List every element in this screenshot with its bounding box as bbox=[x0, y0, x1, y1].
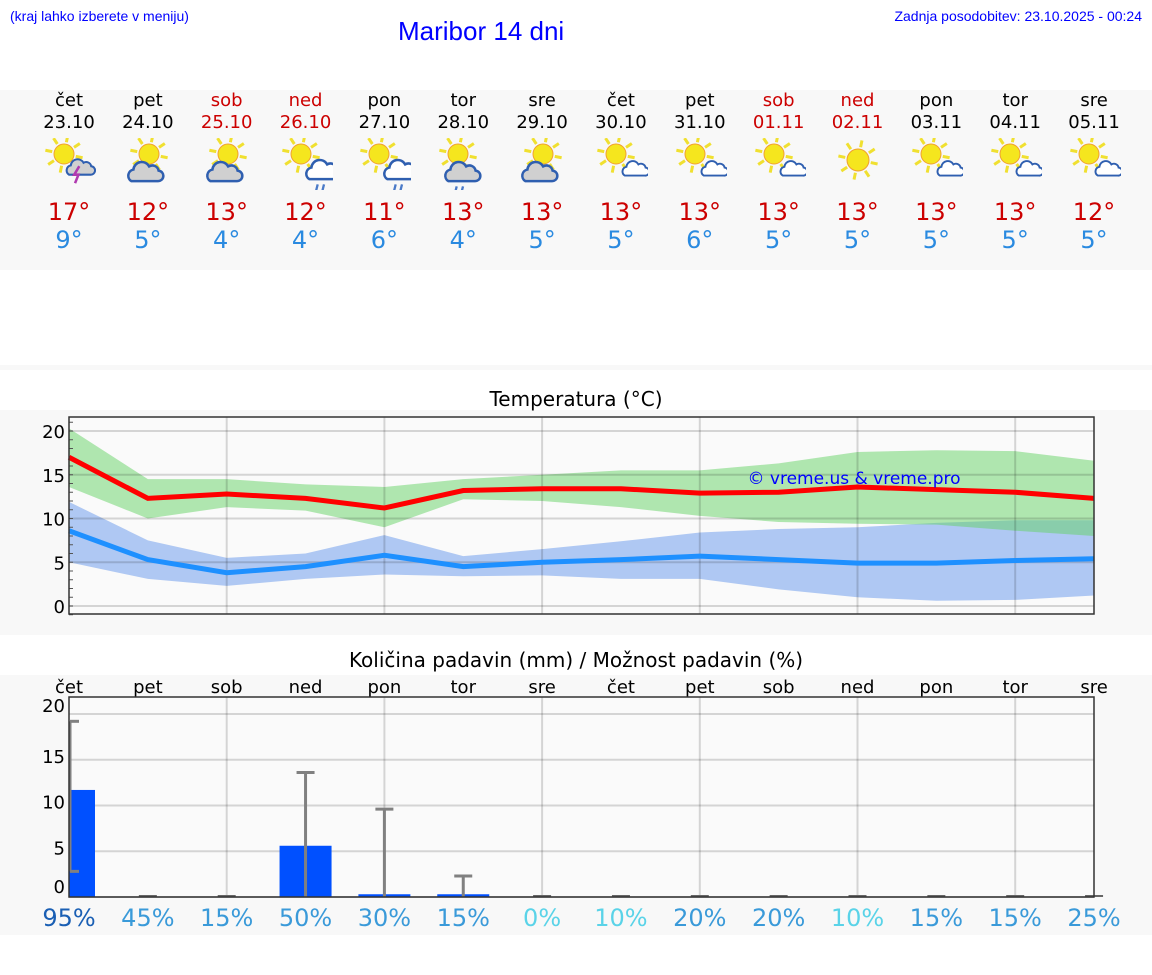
min-temp: 9° bbox=[55, 226, 83, 254]
day-column: sob 01.11 13° 5° bbox=[740, 90, 818, 254]
day-name: sre bbox=[1080, 90, 1108, 111]
max-temp: 13° bbox=[836, 198, 879, 226]
max-temp: 13° bbox=[599, 198, 643, 226]
last-updated: Zadnja posodobitev: 23.10.2025 - 00:24 bbox=[894, 8, 1142, 24]
day-date: 27.10 bbox=[358, 112, 411, 133]
day-name: pon bbox=[367, 90, 402, 111]
day-column: čet 30.10 13° 5° bbox=[582, 90, 660, 254]
day-date: 01.11 bbox=[752, 112, 805, 133]
temperature-panel bbox=[0, 410, 1152, 635]
day-column: pet 31.10 13° 6° bbox=[661, 90, 739, 254]
day-name: tor bbox=[1002, 90, 1028, 111]
day-name: sre bbox=[528, 90, 556, 111]
sun-icon bbox=[837, 140, 878, 180]
daily-forecast-strip: čet 23.10 17° 9° pet 24.10 12° 5° sob 25.10 13° 4° n… bbox=[0, 90, 1152, 270]
min-temp: 5° bbox=[765, 226, 793, 254]
max-temp: 13° bbox=[441, 198, 485, 226]
sun-cloud-icon bbox=[126, 138, 168, 183]
day-date: 05.11 bbox=[1068, 112, 1120, 133]
sun-small-cloud-icon bbox=[597, 138, 648, 177]
day-name: ned bbox=[840, 90, 875, 111]
day-name: ned bbox=[288, 90, 323, 111]
day-column: ned 26.10 12° 4° bbox=[267, 90, 345, 254]
day-date: 02.11 bbox=[831, 112, 884, 133]
day-date: 23.10 bbox=[43, 112, 95, 133]
day-column: tor 28.10 13° 4° bbox=[424, 90, 502, 254]
max-temp: 12° bbox=[284, 198, 327, 226]
day-name: čet bbox=[606, 90, 635, 111]
day-column: pon 03.11 13° 5° bbox=[897, 90, 975, 254]
day-column: pet 24.10 12° 5° bbox=[109, 90, 187, 254]
day-date: 24.10 bbox=[122, 112, 174, 133]
day-name: sob bbox=[210, 90, 243, 111]
min-temp: 4° bbox=[291, 226, 320, 254]
min-temp: 5° bbox=[134, 226, 162, 254]
min-temp: 5° bbox=[1001, 226, 1029, 254]
day-name: tor bbox=[450, 90, 476, 111]
sun-small-cloud-icon bbox=[912, 138, 964, 177]
max-temp: 17° bbox=[47, 198, 91, 226]
min-temp: 5° bbox=[528, 226, 556, 254]
day-column: sre 29.10 13° 5° bbox=[503, 90, 581, 254]
sun-cloud-icon bbox=[521, 138, 563, 183]
max-temp: 13° bbox=[678, 198, 722, 226]
day-date: 28.10 bbox=[437, 112, 490, 133]
sun-small-cloud-icon bbox=[991, 138, 1043, 177]
day-date: 26.10 bbox=[279, 112, 332, 133]
day-column: pon 27.10 11° 6° bbox=[345, 90, 423, 254]
max-temp: 12° bbox=[1072, 198, 1116, 226]
sun-small-cloud-icon bbox=[1070, 138, 1122, 177]
sun-thunderstorm-icon bbox=[45, 138, 96, 184]
max-temp: 13° bbox=[993, 198, 1037, 226]
day-column: ned 02.11 13° 5° bbox=[819, 90, 897, 254]
day-name: čet bbox=[54, 90, 84, 111]
day-date: 25.10 bbox=[200, 112, 253, 133]
day-name: sob bbox=[762, 90, 795, 111]
min-temp: 5° bbox=[607, 226, 635, 254]
day-name: pon bbox=[919, 90, 954, 111]
sun-grey-cloud-rain-icon bbox=[439, 138, 482, 190]
precipitation-panel bbox=[0, 675, 1152, 935]
temperature-chart-title: Temperatura (°C) bbox=[489, 387, 663, 411]
max-temp: 13° bbox=[915, 198, 958, 226]
min-temp: 4° bbox=[213, 226, 241, 254]
min-temp: 5° bbox=[922, 226, 950, 254]
sun-cloud-rain-icon bbox=[281, 138, 333, 190]
min-temp: 5° bbox=[1080, 226, 1108, 254]
day-name: pet bbox=[133, 90, 163, 111]
day-column: čet 23.10 17° 9° bbox=[30, 90, 108, 254]
day-date: 30.10 bbox=[595, 112, 647, 133]
max-temp: 11° bbox=[363, 198, 406, 226]
sun-small-cloud-icon bbox=[754, 138, 806, 177]
sun-cloud-icon bbox=[205, 138, 247, 183]
day-date: 03.11 bbox=[910, 112, 963, 133]
day-column: sob 25.10 13° 4° bbox=[188, 90, 266, 254]
min-temp: 5° bbox=[843, 226, 872, 254]
max-temp: 13° bbox=[520, 198, 564, 226]
day-date: 29.10 bbox=[516, 112, 568, 133]
min-temp: 6° bbox=[686, 226, 714, 254]
precipitation-chart-title: Količina padavin (mm) / Možnost padavin … bbox=[348, 648, 804, 672]
max-temp: 13° bbox=[205, 198, 248, 226]
day-column: tor 04.11 13° 5° bbox=[976, 90, 1054, 254]
location-hint: (kraj lahko izberete v meniju) bbox=[10, 8, 189, 24]
min-temp: 4° bbox=[449, 226, 477, 254]
min-temp: 6° bbox=[370, 226, 399, 254]
sun-small-cloud-icon bbox=[675, 138, 727, 177]
divider bbox=[0, 365, 1152, 370]
day-name: pet bbox=[685, 90, 715, 111]
max-temp: 13° bbox=[757, 198, 800, 226]
day-date: 31.10 bbox=[674, 112, 726, 133]
max-temp: 12° bbox=[126, 198, 170, 226]
page-title: Maribor 14 dni bbox=[398, 16, 565, 46]
day-date: 04.11 bbox=[989, 112, 1041, 133]
day-column: sre 05.11 12° 5° bbox=[1055, 90, 1133, 254]
sun-cloud-rain-icon bbox=[360, 138, 412, 190]
